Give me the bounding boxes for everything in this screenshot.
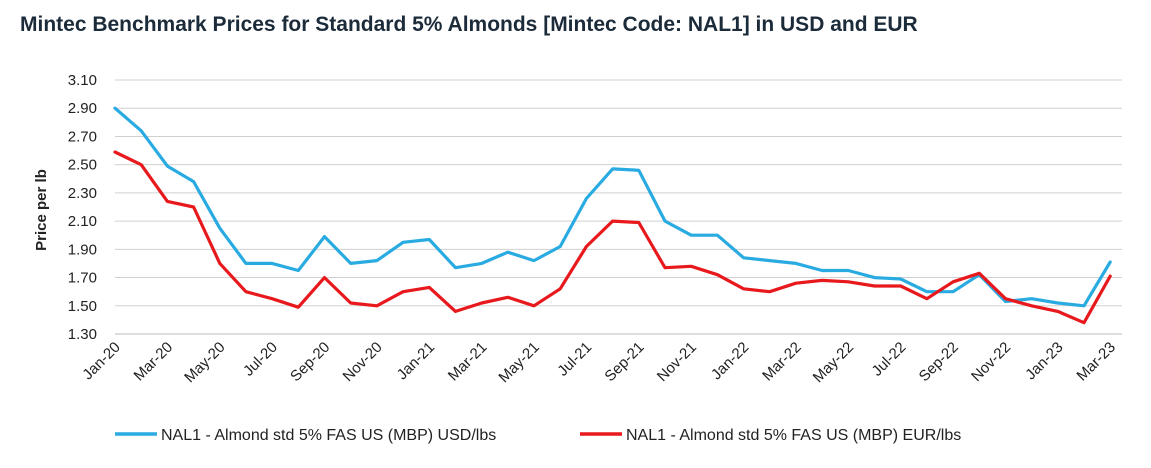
x-tick-label: May-20: [181, 339, 228, 386]
y-tick-label: 2.30: [68, 185, 97, 202]
y-tick-label: 2.70: [68, 128, 97, 145]
chart-title: Mintec Benchmark Prices for Standard 5% …: [20, 13, 918, 36]
y-tick-label: 1.30: [68, 326, 97, 343]
series-line-eur: [113, 150, 1112, 325]
x-tick-label: Mar-23: [1073, 339, 1119, 385]
x-tick-label: Mar-21: [445, 339, 491, 385]
y-axis-title: Price per lb: [33, 169, 50, 251]
y-tick-label: 3.10: [68, 72, 97, 89]
legend: NAL1 - Almond std 5% FAS US (MBP) USD/lb…: [115, 427, 961, 444]
x-tick-label: Jan-22: [708, 339, 752, 383]
x-tick-label: Jul-20: [240, 339, 281, 380]
legend-label: NAL1 - Almond std 5% FAS US (MBP) EUR/lb…: [626, 427, 961, 444]
x-tick-label: Jan-20: [79, 339, 123, 383]
y-tick-label: 1.90: [68, 241, 97, 258]
y-tick-label: 2.90: [68, 100, 97, 117]
x-tick-label: Jul-22: [869, 339, 910, 380]
x-tick-label: Jan-23: [1022, 339, 1066, 383]
legend-label: NAL1 - Almond std 5% FAS US (MBP) USD/lb…: [161, 427, 496, 444]
legend-item: NAL1 - Almond std 5% FAS US (MBP) USD/lb…: [115, 427, 496, 444]
y-axis: 3.10 2.90 2.70 2.50 2.30 2.10 1.90 1.70 1.50 1.30: [68, 72, 97, 343]
x-axis: Jan-20 Mar-20 May-20 Jul-20 Sep-20 Nov-20 Jan-…: [79, 333, 1122, 386]
y-tick-label: 1.70: [68, 270, 97, 287]
x-tick-label: Mar-22: [759, 339, 805, 385]
x-tick-label: Nov-20: [340, 339, 386, 385]
series-lines: [113, 106, 1112, 325]
y-tick-label: 1.50: [68, 298, 97, 315]
x-tick-label: May-21: [495, 339, 542, 386]
x-tick-label: Jul-21: [554, 339, 595, 380]
y-tick-label: 2.10: [68, 213, 97, 230]
series-line-usd: [113, 106, 1112, 308]
x-tick-label: Jan-21: [394, 339, 438, 383]
x-tick-label: Nov-22: [968, 339, 1014, 385]
x-tick-label: Nov-21: [654, 339, 700, 385]
x-tick-label: Sep-22: [916, 339, 962, 385]
x-tick-label: Sep-20: [287, 339, 333, 385]
x-tick-label: May-22: [810, 339, 857, 386]
x-tick-label: Mar-20: [131, 339, 177, 385]
y-tick-label: 2.50: [68, 157, 97, 174]
x-tick-label: Sep-21: [601, 339, 647, 385]
legend-item: NAL1 - Almond std 5% FAS US (MBP) EUR/lb…: [580, 427, 961, 444]
